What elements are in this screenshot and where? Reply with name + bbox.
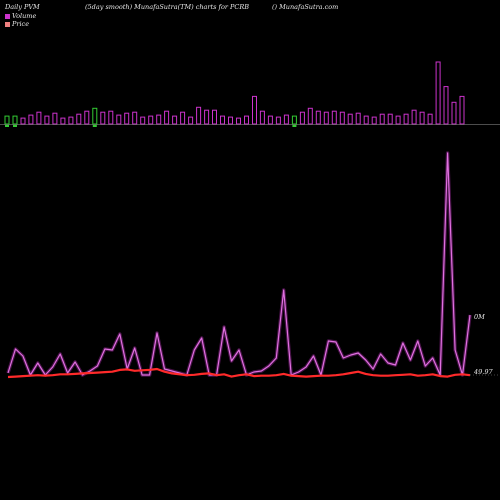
volume-bar — [363, 115, 369, 125]
volume-bar — [267, 115, 273, 125]
volume-swatch — [5, 13, 10, 19]
volume-bar — [403, 113, 409, 125]
volume-bar — [36, 111, 42, 125]
volume-bar — [100, 111, 106, 125]
volume-bar — [52, 112, 58, 125]
volume-bar — [172, 115, 178, 125]
price-end-label: 49.97 — [474, 368, 493, 376]
volume-bar — [459, 95, 465, 125]
volume-bar — [419, 111, 425, 125]
volume-bar — [315, 110, 321, 125]
volume-bar — [371, 116, 377, 125]
volume-bar — [339, 111, 345, 125]
volume-bar — [92, 107, 98, 125]
volume-bar — [196, 106, 202, 125]
volume-bar — [331, 110, 337, 125]
volume-bar — [68, 116, 74, 125]
legend-volume: Volume — [5, 12, 36, 20]
volume-bar — [443, 86, 449, 125]
volume-bar — [20, 117, 26, 125]
volume-bar — [124, 112, 130, 125]
volume-bar — [156, 114, 162, 125]
volume-bar — [395, 115, 401, 125]
volume-bar-down-marker — [92, 125, 97, 127]
legend-price: Price — [5, 20, 29, 28]
volume-bar — [44, 115, 50, 125]
volume-line-glow — [6, 151, 472, 377]
volume-line — [7, 152, 471, 376]
volume-bar — [252, 95, 257, 125]
volume-bar — [236, 117, 241, 125]
volume-end-label: 0M — [474, 313, 485, 321]
volume-bars-chart — [0, 61, 500, 127]
volume-bar — [116, 114, 122, 125]
volume-bar — [283, 114, 289, 125]
volume-bar — [451, 101, 457, 125]
chart-title: (5day smooth) MunafaSutra(TM) charts for… — [85, 3, 250, 11]
volume-bar — [275, 116, 281, 125]
volume-bar — [323, 111, 329, 125]
volume-bar — [347, 113, 353, 125]
volume-bar — [307, 107, 313, 125]
volume-bar — [148, 115, 154, 125]
volume-bar — [28, 114, 34, 125]
volume-bar — [435, 61, 441, 125]
price-line — [7, 367, 471, 379]
volume-bar — [108, 110, 114, 125]
volume-bar-down-marker — [13, 125, 17, 127]
volume-bar — [387, 113, 393, 125]
volume-bar — [132, 111, 138, 125]
volume-bar — [84, 110, 90, 125]
volume-bar — [60, 117, 66, 125]
site-credit: () MunafaSutra.com — [272, 3, 339, 11]
volume-bar-down-marker — [292, 125, 297, 127]
price-swatch — [5, 21, 10, 27]
volume-bar — [188, 116, 194, 125]
volume-bar — [204, 109, 210, 125]
legend-volume-label: Volume — [12, 12, 37, 20]
volume-bar — [212, 109, 217, 125]
volume-bar — [299, 111, 305, 125]
volume-bar — [355, 112, 361, 125]
volume-bar — [4, 115, 10, 125]
volume-bar — [291, 115, 297, 125]
chart-type-label: Daily PVM — [5, 3, 40, 11]
volume-bar — [427, 113, 433, 125]
volume-bar — [220, 115, 225, 125]
volume-bar — [411, 109, 417, 125]
volume-bar — [76, 113, 82, 125]
volume-bar — [164, 110, 170, 125]
volume-bar — [12, 115, 18, 125]
volume-bar — [244, 115, 249, 125]
legend-price-label: Price — [12, 20, 30, 28]
volume-bar — [379, 113, 385, 125]
volume-bar — [140, 116, 146, 125]
volume-bar-down-marker — [5, 125, 9, 127]
volume-bar — [228, 116, 233, 125]
volume-bar — [180, 111, 186, 125]
volume-bar — [259, 110, 265, 125]
